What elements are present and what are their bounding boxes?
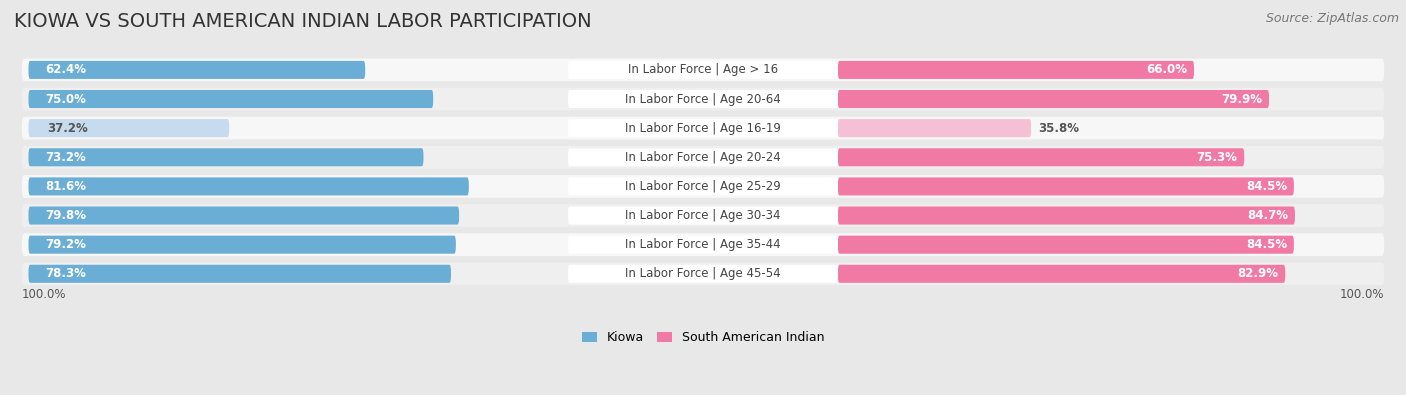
FancyBboxPatch shape	[21, 146, 1385, 169]
FancyBboxPatch shape	[28, 265, 451, 283]
FancyBboxPatch shape	[568, 207, 838, 225]
FancyBboxPatch shape	[28, 207, 460, 225]
Text: Source: ZipAtlas.com: Source: ZipAtlas.com	[1265, 12, 1399, 25]
Text: 100.0%: 100.0%	[1340, 288, 1385, 301]
Text: 79.2%: 79.2%	[45, 238, 86, 251]
FancyBboxPatch shape	[21, 117, 1385, 139]
FancyBboxPatch shape	[28, 236, 456, 254]
FancyBboxPatch shape	[838, 61, 1194, 79]
FancyBboxPatch shape	[568, 265, 838, 283]
FancyBboxPatch shape	[838, 119, 1031, 137]
FancyBboxPatch shape	[21, 175, 1385, 198]
Text: 66.0%: 66.0%	[1146, 64, 1187, 76]
Text: In Labor Force | Age 25-29: In Labor Force | Age 25-29	[626, 180, 780, 193]
FancyBboxPatch shape	[21, 204, 1385, 227]
Text: 62.4%: 62.4%	[45, 64, 86, 76]
FancyBboxPatch shape	[28, 148, 423, 166]
Text: 81.6%: 81.6%	[45, 180, 86, 193]
FancyBboxPatch shape	[838, 236, 1294, 254]
FancyBboxPatch shape	[568, 177, 838, 196]
Text: 100.0%: 100.0%	[21, 288, 66, 301]
FancyBboxPatch shape	[21, 262, 1385, 285]
Text: 78.3%: 78.3%	[45, 267, 86, 280]
FancyBboxPatch shape	[21, 58, 1385, 81]
Text: In Labor Force | Age 20-24: In Labor Force | Age 20-24	[626, 151, 780, 164]
Text: 79.9%: 79.9%	[1222, 92, 1263, 105]
Text: 35.8%: 35.8%	[1038, 122, 1078, 135]
FancyBboxPatch shape	[568, 119, 838, 137]
Text: In Labor Force | Age 20-64: In Labor Force | Age 20-64	[626, 92, 780, 105]
FancyBboxPatch shape	[568, 236, 838, 254]
Text: 84.5%: 84.5%	[1246, 238, 1286, 251]
FancyBboxPatch shape	[28, 177, 468, 196]
Text: In Labor Force | Age 45-54: In Labor Force | Age 45-54	[626, 267, 780, 280]
Text: In Labor Force | Age 30-34: In Labor Force | Age 30-34	[626, 209, 780, 222]
FancyBboxPatch shape	[28, 119, 229, 137]
FancyBboxPatch shape	[28, 90, 433, 108]
Text: 79.8%: 79.8%	[45, 209, 86, 222]
FancyBboxPatch shape	[838, 265, 1285, 283]
FancyBboxPatch shape	[568, 90, 838, 108]
Text: 84.5%: 84.5%	[1246, 180, 1286, 193]
FancyBboxPatch shape	[838, 90, 1270, 108]
Text: 75.0%: 75.0%	[45, 92, 86, 105]
Text: 84.7%: 84.7%	[1247, 209, 1288, 222]
FancyBboxPatch shape	[21, 233, 1385, 256]
Text: In Labor Force | Age 16-19: In Labor Force | Age 16-19	[626, 122, 780, 135]
Text: 37.2%: 37.2%	[46, 122, 87, 135]
Text: KIOWA VS SOUTH AMERICAN INDIAN LABOR PARTICIPATION: KIOWA VS SOUTH AMERICAN INDIAN LABOR PAR…	[14, 12, 592, 31]
FancyBboxPatch shape	[28, 61, 366, 79]
Text: In Labor Force | Age 35-44: In Labor Force | Age 35-44	[626, 238, 780, 251]
Text: 82.9%: 82.9%	[1237, 267, 1278, 280]
Text: 75.3%: 75.3%	[1197, 151, 1237, 164]
FancyBboxPatch shape	[568, 148, 838, 166]
Text: In Labor Force | Age > 16: In Labor Force | Age > 16	[628, 64, 778, 76]
FancyBboxPatch shape	[838, 148, 1244, 166]
Legend: Kiowa, South American Indian: Kiowa, South American Indian	[582, 331, 824, 344]
Text: 73.2%: 73.2%	[45, 151, 86, 164]
FancyBboxPatch shape	[838, 207, 1295, 225]
FancyBboxPatch shape	[838, 177, 1294, 196]
FancyBboxPatch shape	[568, 61, 838, 79]
FancyBboxPatch shape	[21, 88, 1385, 110]
